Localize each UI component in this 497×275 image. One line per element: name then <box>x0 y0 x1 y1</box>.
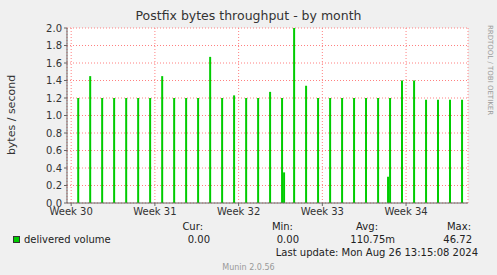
html-text:Cur:: Cur: <box>182 221 203 232</box>
svg-text:0.0: 0.0 <box>46 198 62 209</box>
html-text:bytes / second: bytes / second <box>5 74 18 156</box>
svg-text:Week 31: Week 31 <box>133 206 176 217</box>
svg-text:Week 34: Week 34 <box>384 206 427 217</box>
html-text:110.75m: 110.75m <box>350 234 395 245</box>
html-text:Munin 2.0.56: Munin 2.0.56 <box>222 263 275 272</box>
html-text:46.72: 46.72 <box>443 234 472 245</box>
svg-text:1.6: 1.6 <box>46 58 62 69</box>
html-text:0.00: 0.00 <box>276 234 299 245</box>
html-text:Postfix bytes throughput - by: Postfix bytes throughput - by month <box>135 8 362 23</box>
html-text:Avg:: Avg: <box>356 221 378 232</box>
svg-text:Week 30: Week 30 <box>49 206 93 218</box>
svg-text:0.4: 0.4 <box>46 163 62 174</box>
svg-text:1.8: 1.8 <box>46 40 62 51</box>
svg-text:Week 33: Week 33 <box>301 206 344 217</box>
html-text:Max:: Max: <box>447 221 471 232</box>
svg-text:2.0: 2.0 <box>46 23 62 34</box>
svg-text:Week 32: Week 32 <box>217 206 260 217</box>
svg-text:1.2: 1.2 <box>46 93 62 104</box>
html-text:RRDTOOL / TOBI OETIKER: RRDTOOL / TOBI OETIKER <box>486 24 494 116</box>
svg-text:1.0: 1.0 <box>46 110 62 121</box>
html-text:delivered volume: delivered volume <box>24 234 111 245</box>
svg-text:0.2: 0.2 <box>46 180 62 191</box>
svg-text:0.8: 0.8 <box>46 128 62 139</box>
html-text:Last update: Mon Aug 26 13:15:: Last update: Mon Aug 26 13:15:08 2024 <box>275 247 478 258</box>
html-text:Min:: Min: <box>271 221 293 232</box>
html-text:0.00: 0.00 <box>187 234 210 245</box>
svg-text:0.6: 0.6 <box>46 145 62 156</box>
svg-text:1.4: 1.4 <box>46 75 62 86</box>
